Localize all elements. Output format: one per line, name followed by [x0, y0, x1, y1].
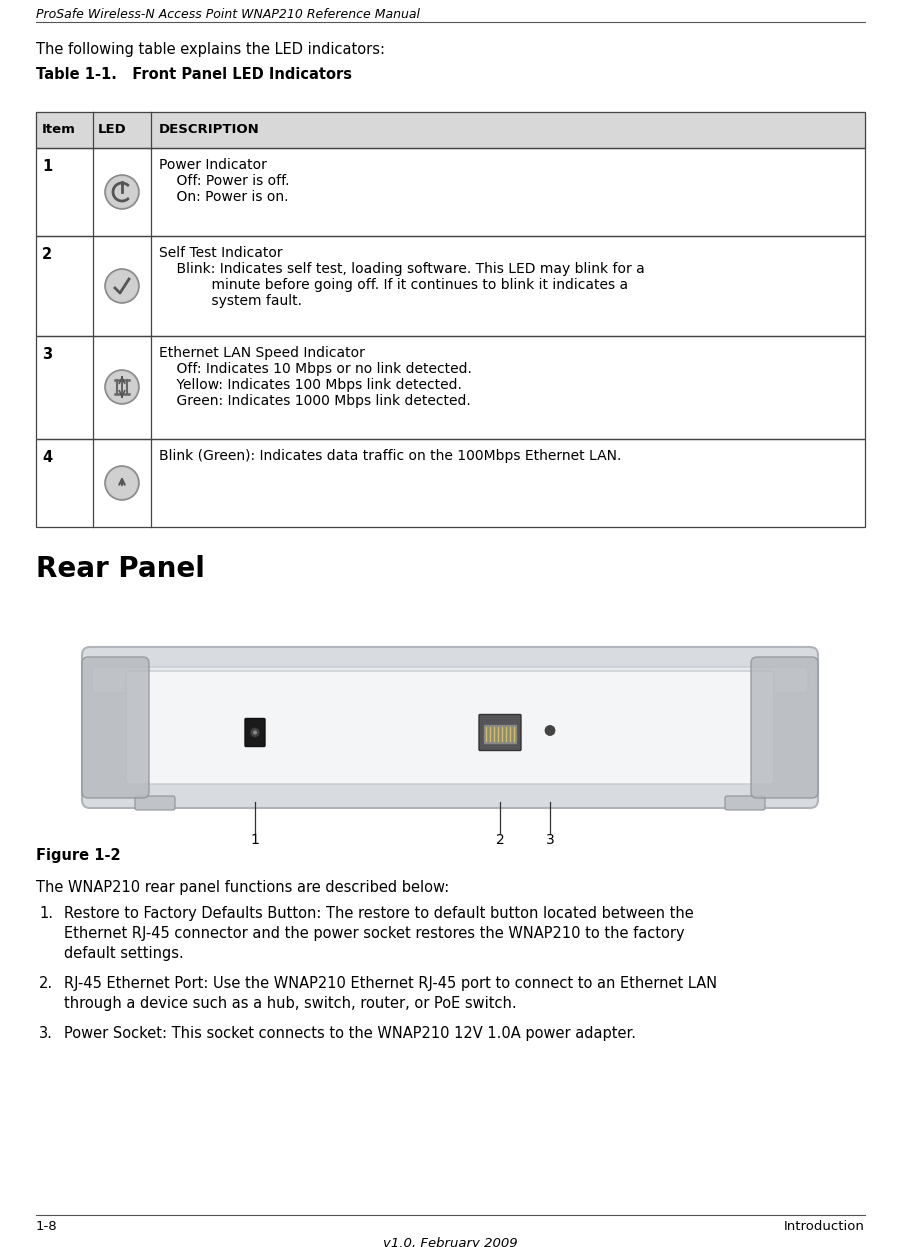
- Text: Introduction: Introduction: [784, 1220, 865, 1233]
- Text: Blink (Green): Indicates data traffic on the 100Mbps Ethernet LAN.: Blink (Green): Indicates data traffic on…: [159, 449, 622, 463]
- Bar: [36, 236, 865, 335]
- Text: DESCRIPTION: DESCRIPTION: [159, 123, 259, 136]
- Text: Power Indicator: Power Indicator: [159, 158, 267, 172]
- Text: On: Power is on.: On: Power is on.: [159, 190, 288, 205]
- Circle shape: [253, 731, 257, 734]
- Circle shape: [545, 726, 555, 736]
- Text: Item: Item: [42, 123, 76, 136]
- Bar: [484, 725, 516, 742]
- Text: 2: 2: [496, 833, 505, 847]
- FancyBboxPatch shape: [92, 667, 808, 693]
- Bar: [36, 439, 865, 527]
- Circle shape: [250, 727, 260, 737]
- Circle shape: [105, 269, 139, 303]
- Bar: [36, 148, 865, 236]
- Circle shape: [107, 468, 137, 498]
- Text: Ethernet LAN Speed Indicator: Ethernet LAN Speed Indicator: [159, 345, 365, 360]
- Text: 4: 4: [42, 450, 52, 465]
- FancyBboxPatch shape: [82, 647, 818, 808]
- Bar: [36, 112, 865, 148]
- Text: system fault.: system fault.: [159, 294, 302, 308]
- Text: The WNAP210 rear panel functions are described below:: The WNAP210 rear panel functions are des…: [36, 880, 450, 895]
- Text: 2.: 2.: [39, 976, 53, 991]
- Circle shape: [105, 466, 139, 500]
- Text: Power Socket: This socket connects to the WNAP210 12V 1.0A power adapter.: Power Socket: This socket connects to th…: [64, 1026, 636, 1041]
- Circle shape: [107, 177, 137, 207]
- Text: Green: Indicates 1000 Mbps link detected.: Green: Indicates 1000 Mbps link detected…: [159, 394, 470, 408]
- FancyBboxPatch shape: [479, 715, 521, 751]
- FancyBboxPatch shape: [751, 657, 818, 798]
- Text: ProSafe Wireless-N Access Point WNAP210 Reference Manual: ProSafe Wireless-N Access Point WNAP210 …: [36, 7, 420, 21]
- Text: v1.0, February 2009: v1.0, February 2009: [383, 1237, 518, 1247]
- Bar: [36, 112, 865, 148]
- Text: 1: 1: [250, 833, 259, 847]
- Text: Blink: Indicates self test, loading software. This LED may blink for a: Blink: Indicates self test, loading soft…: [159, 262, 645, 276]
- Text: Off: Power is off.: Off: Power is off.: [159, 175, 289, 188]
- Text: Figure 1-2: Figure 1-2: [36, 848, 121, 863]
- Text: minute before going off. If it continues to blink it indicates a: minute before going off. If it continues…: [159, 278, 628, 292]
- FancyBboxPatch shape: [725, 796, 765, 811]
- Circle shape: [107, 372, 137, 402]
- FancyBboxPatch shape: [135, 796, 175, 811]
- Circle shape: [105, 370, 139, 404]
- Circle shape: [107, 271, 137, 301]
- Text: 3.: 3.: [39, 1026, 53, 1041]
- Text: default settings.: default settings.: [64, 946, 184, 961]
- Circle shape: [105, 175, 139, 209]
- Text: 1-8: 1-8: [36, 1220, 58, 1233]
- Text: LED: LED: [98, 123, 127, 136]
- Text: 2: 2: [42, 247, 52, 262]
- Text: Rear Panel: Rear Panel: [36, 555, 205, 584]
- Text: Yellow: Indicates 100 Mbps link detected.: Yellow: Indicates 100 Mbps link detected…: [159, 378, 462, 392]
- FancyBboxPatch shape: [245, 718, 265, 747]
- Text: 3: 3: [546, 833, 554, 847]
- Text: 3: 3: [42, 347, 52, 362]
- Text: RJ-45 Ethernet Port: Use the WNAP210 Ethernet RJ-45 port to connect to an Ethern: RJ-45 Ethernet Port: Use the WNAP210 Eth…: [64, 976, 717, 991]
- FancyBboxPatch shape: [82, 657, 149, 798]
- Text: Self Test Indicator: Self Test Indicator: [159, 246, 283, 261]
- FancyBboxPatch shape: [126, 671, 774, 784]
- Text: 1.: 1.: [39, 907, 53, 922]
- Text: Table 1-1.   Front Panel LED Indicators: Table 1-1. Front Panel LED Indicators: [36, 67, 352, 82]
- Text: Restore to Factory Defaults Button: The restore to default button located betwee: Restore to Factory Defaults Button: The …: [64, 907, 694, 922]
- Text: The following table explains the LED indicators:: The following table explains the LED ind…: [36, 42, 385, 57]
- Text: Off: Indicates 10 Mbps or no link detected.: Off: Indicates 10 Mbps or no link detect…: [159, 362, 472, 377]
- Text: through a device such as a hub, switch, router, or PoE switch.: through a device such as a hub, switch, …: [64, 996, 516, 1011]
- Text: 1: 1: [42, 160, 52, 175]
- Text: Ethernet RJ-45 connector and the power socket restores the WNAP210 to the factor: Ethernet RJ-45 connector and the power s…: [64, 927, 685, 941]
- Bar: [36, 335, 865, 439]
